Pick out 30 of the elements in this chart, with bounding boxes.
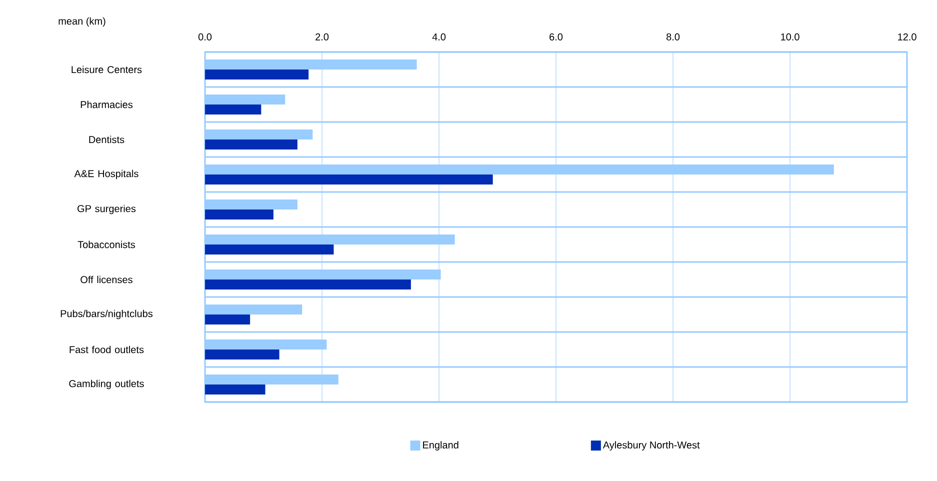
legend-label: Aylesbury North-West [602,441,700,450]
bar [205,104,262,114]
bar [205,279,411,290]
bar [205,209,274,220]
y-tick-label: Pubs/bars/nightclubs [60,310,153,320]
x-tick-label: 6.0 [550,33,563,40]
legend-label: England [423,441,458,450]
y-tick-label: A&E Hospitals [74,170,138,180]
bar [205,314,250,324]
y-tick-label: Fast food outlets [70,346,144,354]
y-tick-label: Off licenses [80,276,132,284]
y-tick-label: Pharmacies [80,100,133,108]
bar [205,349,280,360]
x-tick-label: 10.0 [781,33,800,40]
y-tick-label: Dentists [89,136,124,144]
x-tick-label: 8.0 [666,33,680,40]
bar [205,139,298,150]
x-tick-label: 4.0 [432,33,446,40]
y-tick-label: Leisure Centers [72,66,142,74]
y-tick-label: GP surgeries [78,204,136,214]
y-tick-label: Gambling outlets [69,380,144,390]
x-tick-label: 2.0 [316,33,329,40]
y-tick-label: Tobacconists [78,240,136,248]
x-tick-label: 12.0 [898,33,916,40]
bar [205,384,266,394]
x-axis-title: mean (km) [58,17,106,27]
x-tick-label: 0.0 [198,33,212,40]
bar [205,244,334,254]
bar [205,174,493,184]
bar [205,69,309,80]
